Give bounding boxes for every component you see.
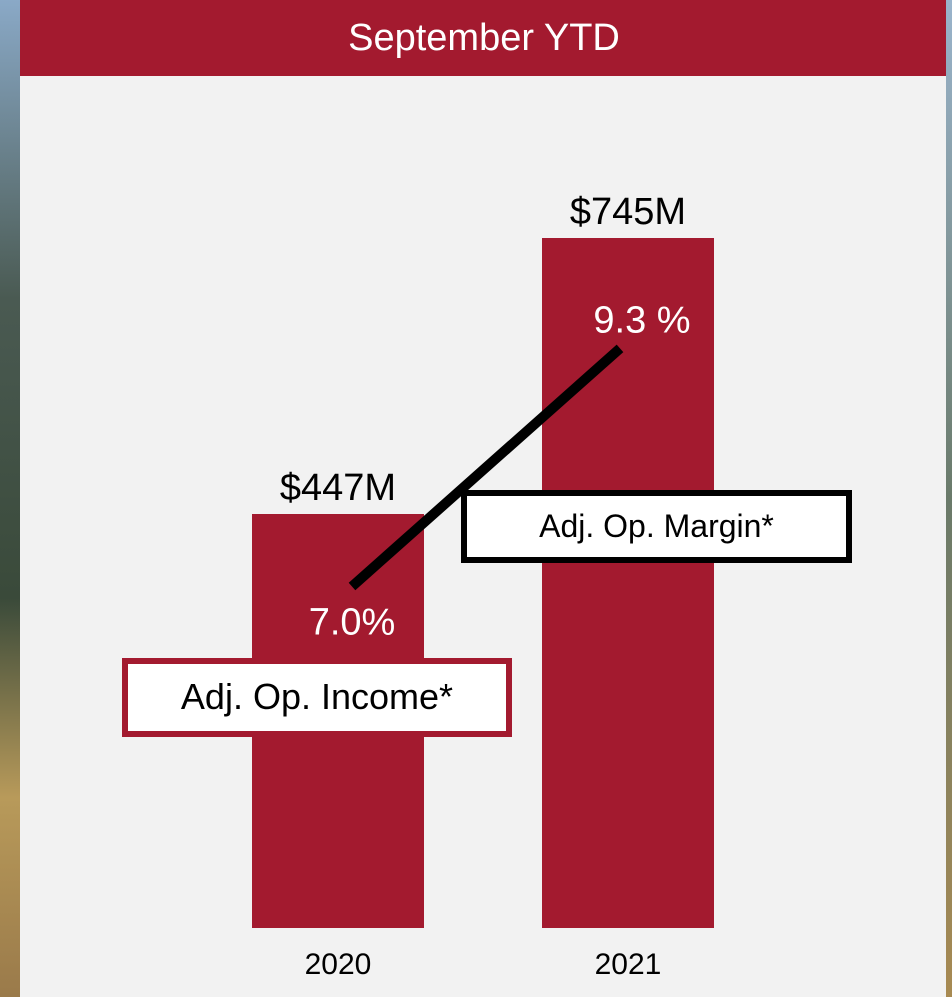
line-value-label: 9.3 % [593,299,690,341]
bar [542,238,714,928]
chart-title: September YTD [348,17,620,59]
line-value-label: 7.0% [309,601,396,643]
legend-label: Adj. Op. Margin* [539,508,774,544]
legend-label: Adj. Op. Income* [181,676,453,717]
background-photo [0,0,22,997]
x-tick-label: 2021 [595,948,662,981]
bar-value-label: $745M [570,191,686,233]
x-tick-label: 2020 [305,948,372,981]
chart: September YTD 2020 2021 $447M $745M 7.0% 9.3 … [0,0,952,997]
bar-value-label: $447M [280,467,396,509]
